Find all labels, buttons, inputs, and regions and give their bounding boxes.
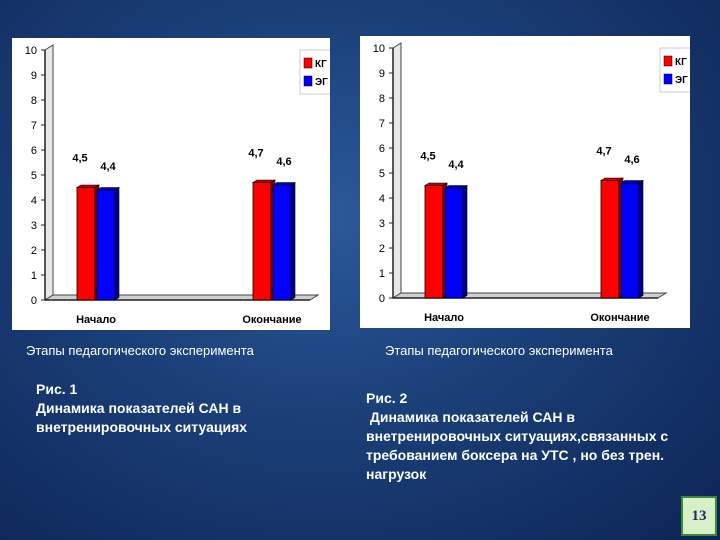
x-tick-label: Окончание [590, 312, 649, 324]
data-label: 4,4 [448, 159, 464, 171]
y-tick-label: 4 [31, 195, 37, 207]
y-tick-label: 2 [379, 243, 385, 255]
data-label: 4,4 [100, 161, 116, 173]
x-axis-title-chart-1: Этапы педагогического эксперимента [26, 343, 254, 358]
legend-label: ЭГ [315, 77, 328, 88]
legend-swatch [663, 55, 673, 67]
data-label: 4,7 [248, 148, 263, 160]
y-tick-label: 4 [379, 193, 385, 205]
bar-kg [600, 180, 620, 299]
legend-box [659, 47, 690, 93]
bar-eg [96, 189, 116, 301]
bar-eg [272, 184, 292, 301]
y-tick-label: 9 [379, 68, 385, 80]
legend-swatch [663, 73, 673, 85]
y-tick-label: 1 [31, 270, 37, 282]
caption-line: требованием боксера на УТС , но без трен… [366, 447, 665, 463]
chart-svg: 0 1 2 3 4 5 6 7 8 9 10 4,5 4,7 4,4 4,6 Начало Окончание К… [25, 44, 330, 326]
chart-2: 0 1 2 3 4 5 6 7 8 9 10 4,5 4,7 4,4 4,6 Начало Окончание К… [360, 36, 690, 328]
data-label: 4,5 [72, 153, 87, 165]
x-tick-label: Начало [76, 314, 116, 326]
y-tick-label: 8 [31, 95, 37, 107]
bar-kg [252, 182, 272, 301]
y-tick-label: 10 [373, 43, 385, 55]
y-tick-label: 7 [31, 120, 37, 132]
legend-label: ЭГ [675, 75, 688, 86]
bar-side [114, 186, 120, 301]
y-tick-label: 6 [31, 145, 37, 157]
y-tick-label: 8 [379, 93, 385, 105]
x-tick-label: Окончание [242, 314, 301, 326]
data-label: 4,6 [624, 154, 639, 166]
caption-line: Рис. 2 [366, 390, 408, 406]
y-tick-label: 1 [379, 268, 385, 280]
y-tick-label: 3 [379, 218, 385, 230]
data-label: 4,6 [276, 156, 291, 168]
y-tick-label: 3 [31, 220, 37, 232]
bar-kg [424, 185, 444, 299]
y-tick-label: 2 [31, 245, 37, 257]
legend-box [299, 49, 330, 95]
legend-swatch [303, 75, 313, 87]
caption-line: внетренировочных ситуациях,связанных с [366, 428, 669, 444]
caption-line: Динамика показателей САН в [366, 409, 576, 425]
y-tick-label: 5 [379, 168, 385, 180]
legend-label: КГ [315, 59, 327, 70]
x-tick-label: Начало [424, 312, 464, 324]
bar-side [462, 184, 468, 299]
data-label: 4,5 [420, 151, 435, 163]
axis-wall [44, 44, 54, 301]
chart-1: 0 1 2 3 4 5 6 7 8 9 10 4,5 4,7 4,4 4,6 Начало Окончание К… [12, 38, 330, 330]
bar-eg [620, 182, 640, 299]
x-axis-title-chart-2: Этапы педагогического эксперимента [385, 343, 613, 358]
caption-line: нагрузок [366, 466, 427, 482]
page-number: 13 [681, 496, 717, 536]
bar-side [290, 181, 296, 301]
y-tick-label: 9 [31, 70, 37, 82]
bar-eg [444, 187, 464, 299]
bar-kg [76, 187, 96, 301]
caption-line: Динамика показателей САН в [36, 400, 242, 416]
y-tick-label: 10 [25, 45, 37, 57]
bar-side [638, 179, 644, 299]
legend-label: КГ [675, 57, 687, 68]
y-tick-label: 7 [379, 118, 385, 130]
caption-line: Рис. 1 [36, 381, 78, 397]
figure-caption-1: Рис. 1 Динамика показателей САН в внетре… [36, 380, 336, 437]
legend-swatch [303, 57, 313, 69]
figure-caption-2: Рис. 2 Динамика показателей САН в внетре… [366, 389, 716, 484]
chart-svg: 0 1 2 3 4 5 6 7 8 9 10 4,5 4,7 4,4 4,6 Начало Окончание К… [373, 42, 690, 324]
y-tick-label: 0 [31, 295, 37, 307]
axis-wall [392, 42, 402, 299]
caption-line: внетренировочных ситуациях [36, 419, 248, 435]
data-label: 4,7 [596, 146, 611, 158]
y-tick-label: 6 [379, 143, 385, 155]
y-tick-label: 5 [31, 170, 37, 182]
y-tick-label: 0 [379, 293, 385, 305]
